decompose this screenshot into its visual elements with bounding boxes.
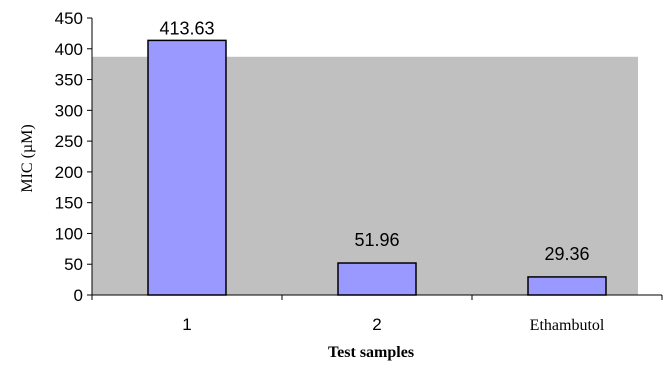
y-axis-title: MIC (µM) — [19, 124, 36, 192]
y-tick-label: 200 — [55, 163, 83, 182]
y-tick-label: 250 — [55, 132, 83, 151]
bar-3 — [527, 276, 607, 296]
y-tick-label: 450 — [55, 9, 83, 28]
bars — [147, 39, 607, 296]
y-tick-label: 50 — [64, 255, 83, 274]
x-category-label: Ethambutol — [530, 317, 605, 334]
x-axis-title: Test samples — [328, 344, 414, 361]
y-tick-label: 350 — [55, 71, 83, 90]
data-label: 51.96 — [354, 230, 399, 250]
x-category-label: 1 — [182, 315, 191, 334]
data-label: 29.36 — [544, 244, 589, 264]
y-tick-label: 100 — [55, 224, 83, 243]
y-tick-label: 300 — [55, 101, 83, 120]
x-axis-ticks: 1 2 Ethambutol — [91, 295, 663, 334]
bar-1 — [147, 39, 227, 296]
data-label: 413.63 — [159, 18, 214, 38]
y-tick-label: 0 — [74, 286, 83, 305]
y-axis-ticks: 0 50 100 150 200 250 300 350 400 450 — [55, 9, 92, 305]
data-labels: 413.63 51.96 29.36 — [159, 18, 589, 264]
bar-2 — [337, 262, 417, 296]
y-tick-label: 150 — [55, 194, 83, 213]
y-tick-label: 400 — [55, 40, 83, 59]
x-category-label: 2 — [372, 315, 381, 334]
